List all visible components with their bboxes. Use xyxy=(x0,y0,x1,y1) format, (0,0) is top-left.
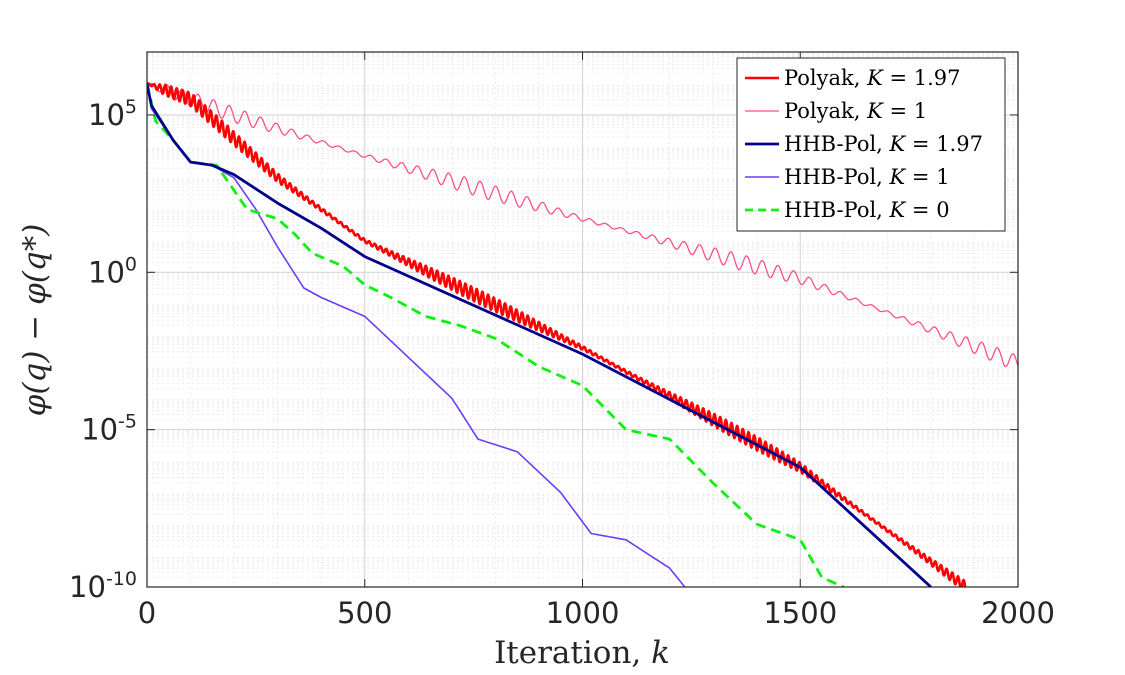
y-tick-label-base: 10 xyxy=(88,255,125,289)
series-layer xyxy=(147,82,1018,587)
legend-label: HHB-Pol, K = 0 xyxy=(784,198,950,222)
x-tick-label: 1000 xyxy=(546,596,620,630)
legend-label-variable: K xyxy=(866,66,889,90)
y-tick-label: 10-5 xyxy=(81,411,137,447)
y-tick-label-exponent: 5 xyxy=(125,96,137,118)
legend-label-prefix: Polyak, xyxy=(784,66,867,90)
y-tick-label-exponent: -10 xyxy=(106,568,137,590)
legend-label: HHB-Pol, K = 1 xyxy=(784,165,950,189)
legend-label-value: = 1.97 xyxy=(889,66,960,90)
legend-box xyxy=(736,57,1006,232)
legend-label: HHB-Pol, K = 1.97 xyxy=(784,132,983,156)
legend-label-prefix: HHB-Pol, xyxy=(784,198,890,222)
y-axis-title: φ(q) − φ(q*) xyxy=(17,224,53,417)
legend-label-value: = 1 xyxy=(912,165,950,189)
y-tick-label-exponent: 0 xyxy=(125,253,137,275)
x-axis-title-text: Iteration, xyxy=(494,635,651,671)
legend-label-prefix: Polyak, xyxy=(784,99,867,123)
legend-label-prefix: HHB-Pol, xyxy=(784,165,890,189)
series-line xyxy=(147,82,1018,368)
y-tick-label: 10-10 xyxy=(69,568,137,604)
y-tick-label-exponent: -5 xyxy=(118,411,137,433)
legend-label-value: = 1.97 xyxy=(912,132,983,156)
x-axis-title-variable: k xyxy=(651,635,670,671)
x-tick-label: 500 xyxy=(337,596,392,630)
x-tick-label: 1500 xyxy=(763,596,837,630)
legend-label-variable: K xyxy=(866,99,889,123)
y-tick-label-base: 10 xyxy=(88,98,125,132)
y-tick-label-base: 10 xyxy=(81,413,118,447)
series-line xyxy=(147,82,967,587)
legend-label-value: = 1 xyxy=(889,99,927,123)
legend-label-value: = 0 xyxy=(912,198,950,222)
legend-label-variable: K xyxy=(889,132,912,156)
legend-label-variable: K xyxy=(889,198,912,222)
x-axis-title: Iteration, k xyxy=(494,635,670,671)
x-tick-label: 0 xyxy=(138,596,156,630)
y-tick-label-base: 10 xyxy=(69,570,106,604)
series-line xyxy=(147,83,932,587)
y-axis-title-text: φ(q) − φ(q*) xyxy=(17,224,53,417)
legend-label-variable: K xyxy=(889,165,912,189)
legend-label-prefix: HHB-Pol, xyxy=(784,132,890,156)
x-tick-label: 2000 xyxy=(981,596,1055,630)
y-tick-label: 105 xyxy=(88,96,137,132)
y-tick-label: 100 xyxy=(88,253,137,289)
legend-label: Polyak, K = 1 xyxy=(784,99,927,123)
legend-label: Polyak, K = 1.97 xyxy=(784,66,961,90)
